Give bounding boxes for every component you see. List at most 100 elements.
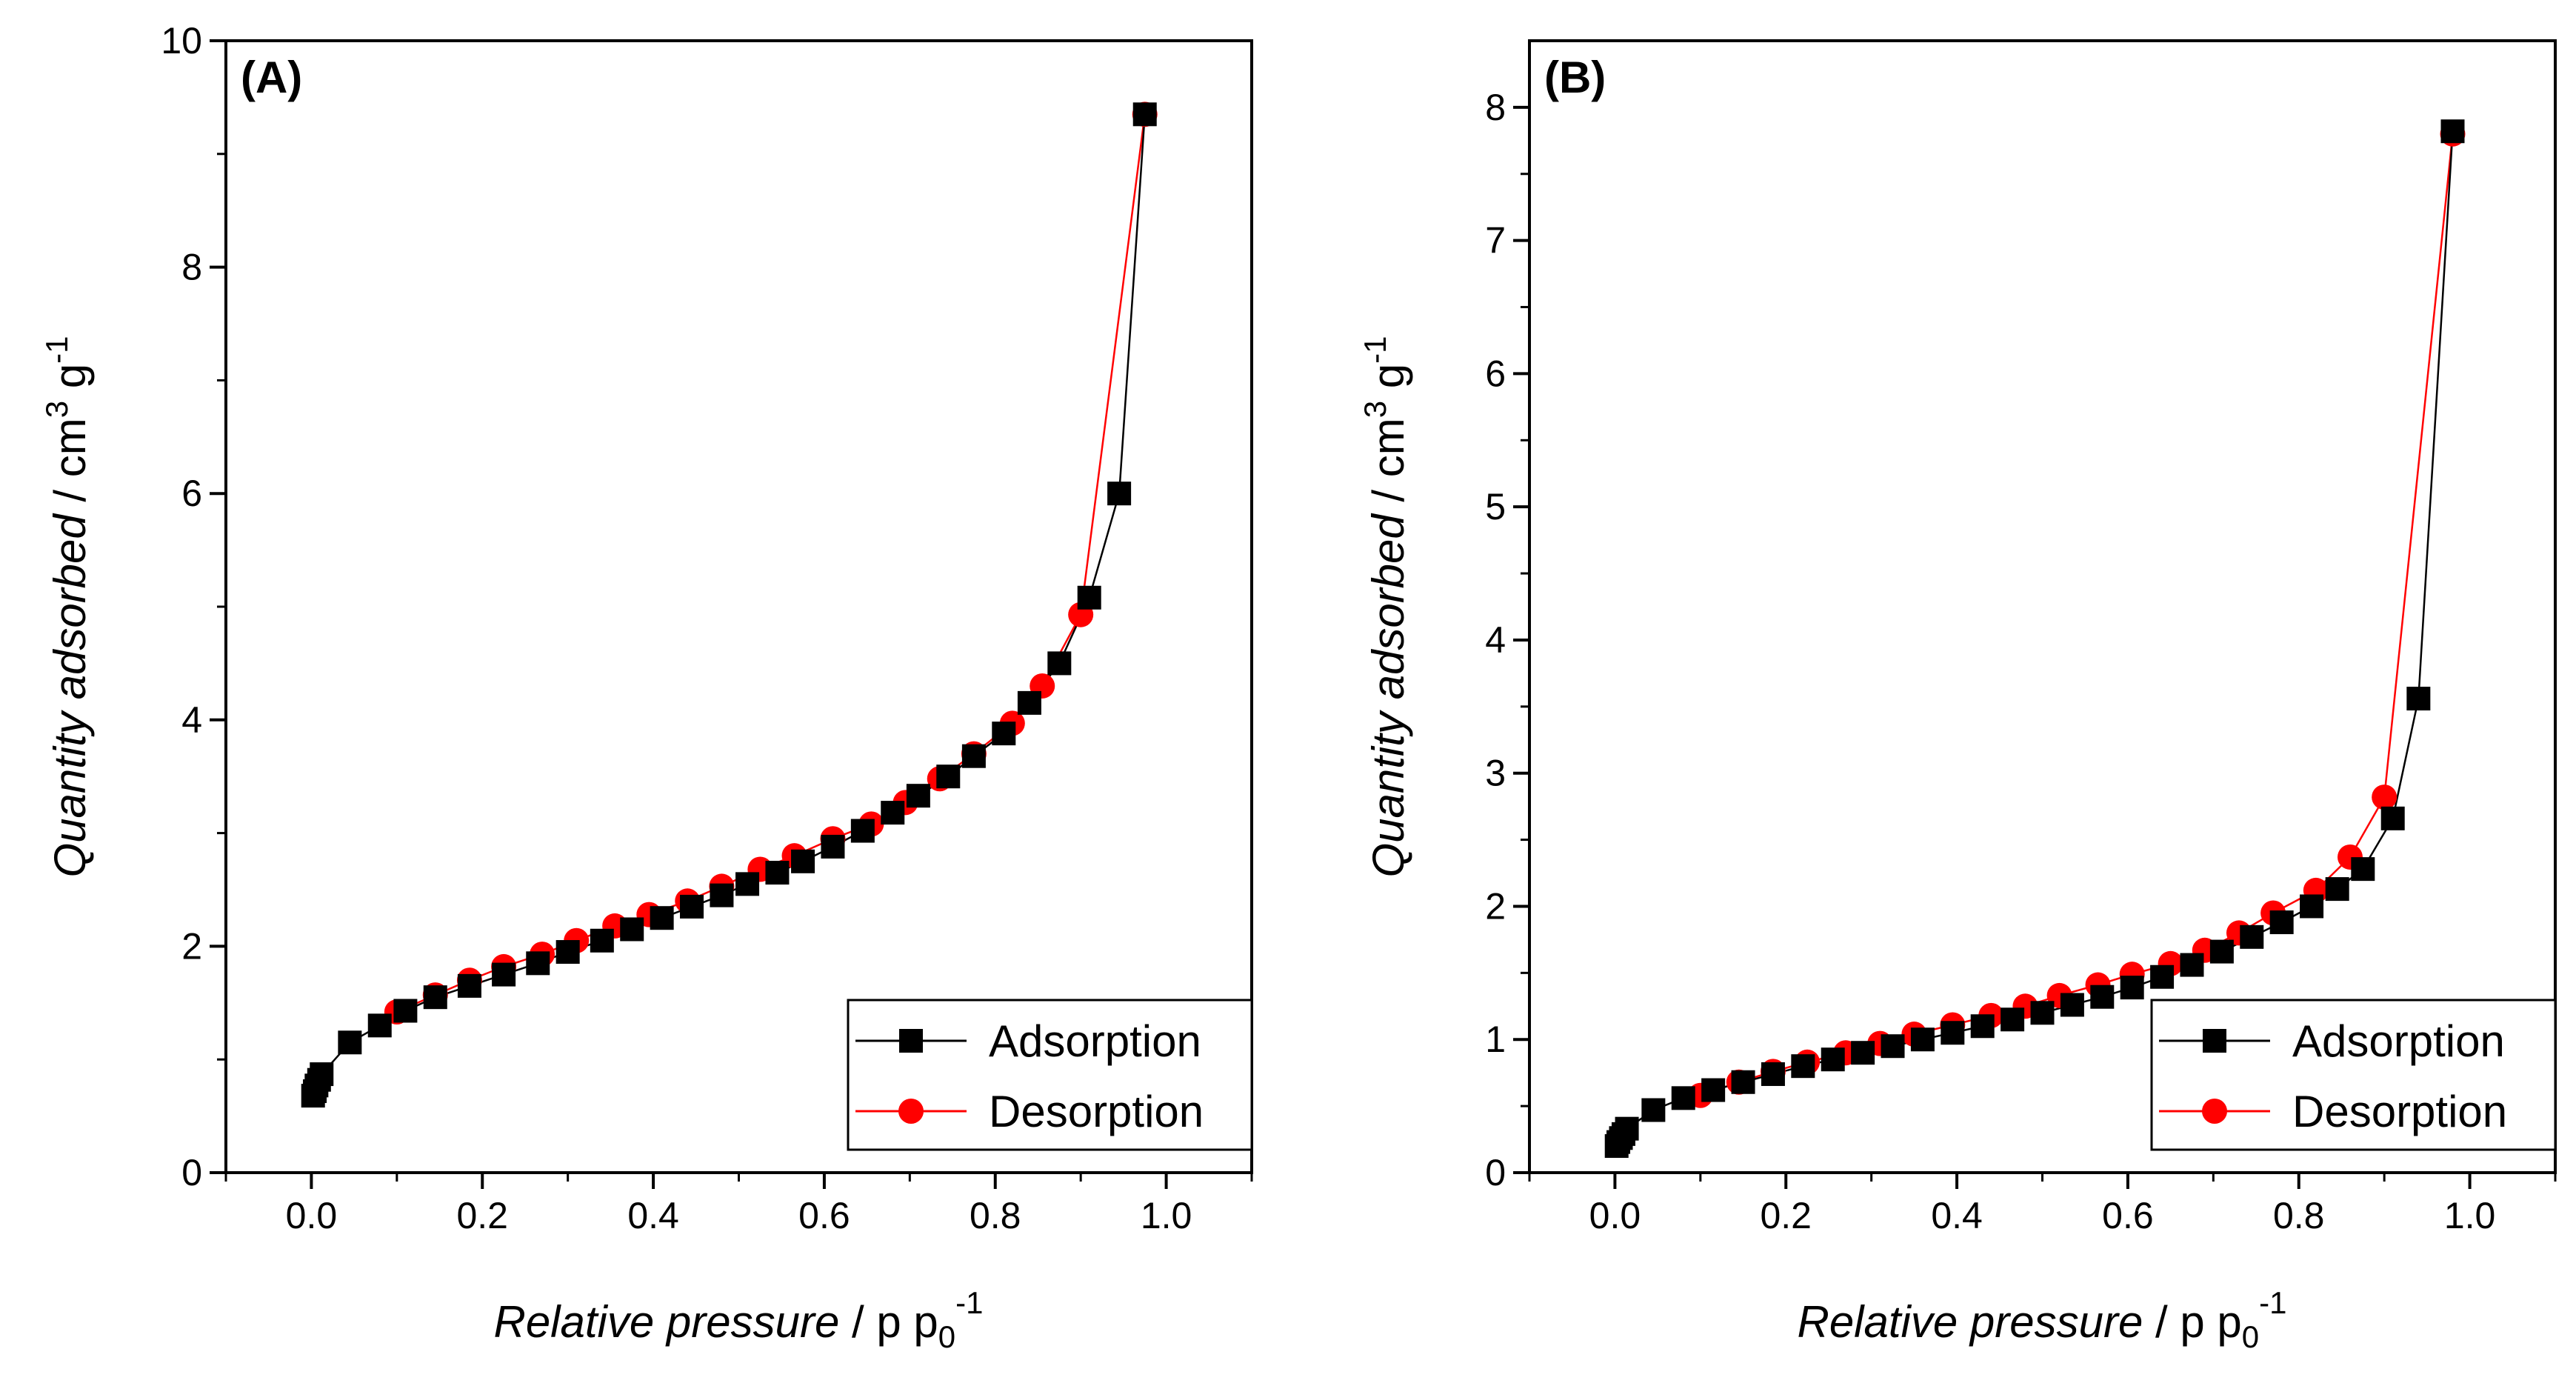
data-point-desorption — [2372, 784, 2398, 810]
y-tick-label: 0 — [181, 1152, 202, 1193]
data-point-adsorption — [1821, 1047, 1845, 1072]
data-point-adsorption — [2269, 910, 2294, 935]
data-point-adsorption — [1671, 1086, 1695, 1110]
x-tick-label: 0.8 — [970, 1195, 1021, 1236]
data-point-adsorption — [555, 940, 580, 964]
x-tick-label: 0.0 — [286, 1195, 338, 1236]
data-point-adsorption — [2300, 894, 2324, 919]
data-point-adsorption — [1941, 1021, 1965, 1045]
data-point-adsorption — [1017, 690, 1041, 715]
panel-label: (A) — [241, 53, 302, 102]
y-tick-label: 0 — [1485, 1152, 1506, 1193]
series-line-adsorption — [312, 114, 1146, 1096]
data-point-adsorption — [961, 744, 986, 768]
data-point-adsorption — [850, 819, 875, 843]
legend-marker-adsorption — [2203, 1029, 2226, 1053]
data-point-adsorption — [2180, 953, 2204, 977]
y-tick-label: 2 — [1485, 885, 1506, 927]
data-point-adsorption — [1970, 1014, 1995, 1039]
data-point-adsorption — [620, 917, 644, 942]
data-point-adsorption — [1910, 1027, 1935, 1052]
data-point-adsorption — [2030, 1001, 2055, 1025]
series-line-desorption — [1700, 133, 2454, 1096]
data-point-adsorption — [992, 722, 1016, 746]
y-tick-label: 8 — [1485, 87, 1506, 128]
data-point-adsorption — [936, 764, 961, 789]
series-line-adsorption — [1615, 131, 2454, 1147]
x-tick-label: 0.2 — [456, 1195, 508, 1236]
x-axis-title: Relative pressure / p p0-1 — [1797, 1285, 2286, 1354]
data-point-adsorption — [710, 883, 734, 907]
data-point-adsorption — [526, 951, 550, 976]
data-point-adsorption — [881, 801, 905, 825]
data-point-adsorption — [1641, 1098, 1666, 1122]
data-point-adsorption — [2060, 993, 2084, 1017]
x-tick-label: 0.4 — [1931, 1195, 1983, 1236]
data-point-adsorption — [457, 973, 481, 998]
y-tick-label: 5 — [1485, 486, 1506, 527]
data-point-adsorption — [1107, 482, 1132, 506]
series-layer — [301, 101, 1158, 1108]
x-tick-label: 0.6 — [2102, 1195, 2154, 1236]
data-point-adsorption — [2440, 119, 2465, 144]
data-point-adsorption — [2380, 806, 2405, 830]
legend: Adsorption Desorption — [2150, 999, 2557, 1151]
data-point-adsorption — [367, 1013, 392, 1038]
data-point-adsorption — [650, 906, 674, 930]
legend-box — [847, 999, 1253, 1151]
x-axis-ticks: 0.0 0.2 0.4 0.6 0.8 1.0 — [224, 1173, 1253, 1236]
chart-panel-a: (A) 0.0 0.2 0.4 0.6 0.8 1.0 0 2 4 6 8 10 Relative … — [39, 20, 1253, 1354]
legend-label-adsorption: Adsorption — [2292, 1016, 2505, 1066]
data-point-adsorption — [1132, 102, 1157, 127]
data-point-adsorption — [2090, 984, 2115, 1009]
y-tick-label: 6 — [181, 473, 202, 514]
y-tick-label: 1 — [1485, 1019, 1506, 1060]
data-point-adsorption — [310, 1062, 334, 1087]
data-point-adsorption — [1077, 585, 1101, 610]
data-point-adsorption — [2150, 964, 2175, 989]
x-axis-title: Relative pressure / p p0-1 — [493, 1285, 983, 1354]
y-tick-label: 2 — [181, 925, 202, 967]
legend-label-desorption: Desorption — [989, 1087, 1204, 1136]
x-tick-label: 0.2 — [1760, 1195, 1812, 1236]
y-tick-label: 4 — [181, 699, 202, 741]
data-point-adsorption — [765, 861, 790, 885]
panel-label: (B) — [1544, 53, 1606, 102]
y-tick-label: 4 — [1485, 619, 1506, 661]
data-point-adsorption — [2351, 857, 2375, 882]
legend-marker-adsorption — [899, 1029, 923, 1053]
data-point-adsorption — [1701, 1078, 1726, 1102]
y-axis-title: Quantity adsorbed / cm3 g-1 — [1358, 336, 1413, 877]
data-point-adsorption — [821, 834, 845, 859]
data-point-adsorption — [791, 849, 815, 873]
legend-label-desorption: Desorption — [2292, 1087, 2507, 1136]
data-point-adsorption — [735, 872, 760, 896]
data-point-adsorption — [2001, 1007, 2025, 1032]
data-point-adsorption — [2209, 939, 2234, 964]
data-point-adsorption — [1881, 1034, 1905, 1059]
y-tick-label: 3 — [1485, 753, 1506, 794]
data-point-adsorption — [1615, 1116, 1639, 1141]
y-tick-label: 8 — [181, 247, 202, 288]
x-tick-label: 1.0 — [1141, 1195, 1192, 1236]
y-axis-ticks: 0 2 4 6 8 10 — [161, 20, 226, 1193]
y-tick-label: 10 — [161, 20, 202, 61]
x-tick-label: 1.0 — [2444, 1195, 2496, 1236]
data-point-adsorption — [680, 894, 704, 919]
data-point-adsorption — [2406, 687, 2431, 711]
data-point-adsorption — [2120, 976, 2144, 1000]
legend: Adsorption Desorption — [847, 999, 1253, 1151]
x-tick-label: 0.4 — [627, 1195, 679, 1236]
data-point-adsorption — [338, 1030, 362, 1055]
data-point-adsorption — [2325, 877, 2349, 902]
x-tick-label: 0.0 — [1589, 1195, 1641, 1236]
y-tick-label: 7 — [1485, 220, 1506, 261]
series-layer — [1604, 119, 2466, 1159]
data-point-adsorption — [1731, 1070, 1755, 1094]
data-point-adsorption — [393, 999, 418, 1023]
data-point-adsorption — [1047, 651, 1072, 676]
x-tick-label: 0.6 — [798, 1195, 850, 1236]
data-point-adsorption — [906, 784, 930, 808]
data-point-adsorption — [423, 985, 447, 1010]
